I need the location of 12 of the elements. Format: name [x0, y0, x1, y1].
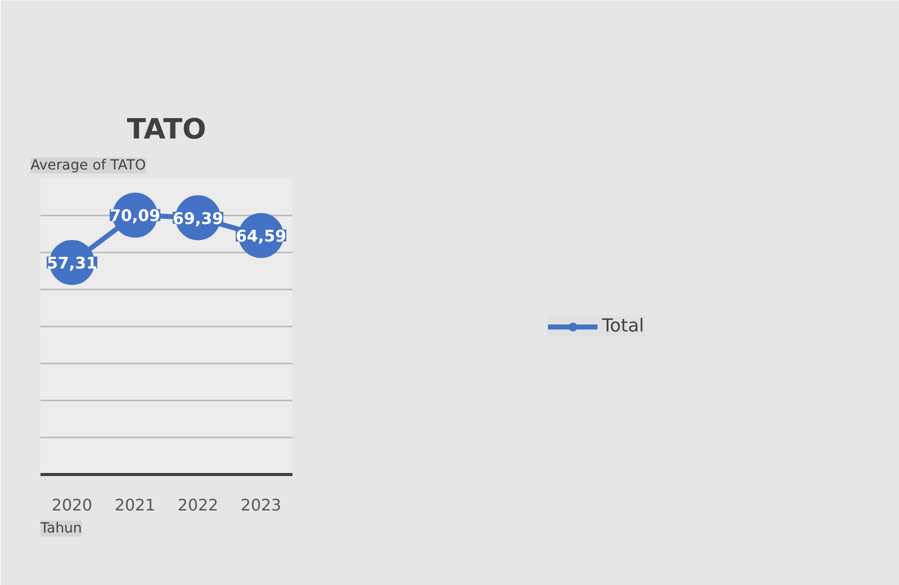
text: Average of TATO: [30, 158, 146, 174]
x-tick-label: 2022: [178, 496, 218, 514]
x-tick-label: 2023: [240, 496, 282, 514]
x-tick-label: 2021: [114, 496, 156, 514]
text: Tahun: [40, 520, 82, 536]
data-label: 64,59: [236, 226, 286, 246]
data-label: 69,39: [172, 208, 224, 228]
data-label: 70,09: [110, 206, 160, 226]
x-tick-label: 2020: [52, 496, 92, 514]
chart-title: TATO: [126, 112, 206, 146]
legend-label: Total: [602, 316, 644, 336]
data-label: 57,31: [46, 253, 98, 272]
